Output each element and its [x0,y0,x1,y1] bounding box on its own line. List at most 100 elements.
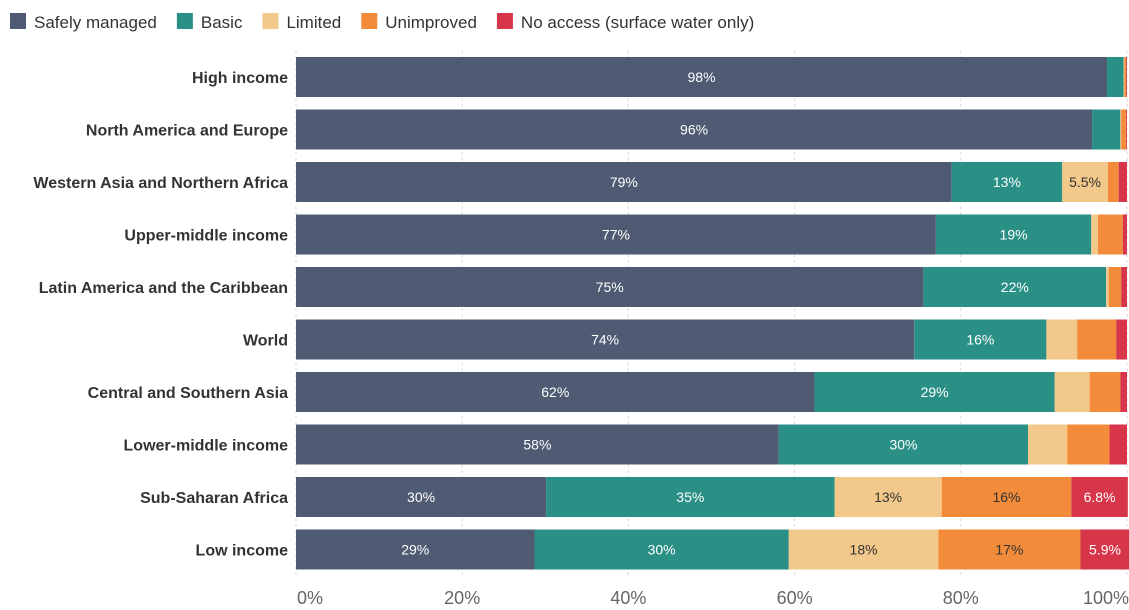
category-label: Sub-Saharan Africa [140,490,288,507]
x-tick-label: 40% [610,588,646,608]
data-label: 30% [407,489,435,505]
bar-segment-basic[interactable] [951,162,1063,202]
bar-segment-safely-managed[interactable] [296,477,547,517]
bar-segment-basic[interactable] [1092,109,1121,150]
bar-segment-limited[interactable] [1062,162,1108,202]
bar-segment-limited[interactable] [1123,57,1125,97]
data-label: 62% [541,384,569,400]
data-label: 35% [676,489,704,505]
category-label: High income [192,70,288,87]
x-tick-label: 0% [297,588,323,608]
legend-item-limited[interactable]: Limited [262,13,341,32]
bar-segment-limited[interactable] [834,477,942,517]
bar-segment-limited[interactable] [1120,109,1122,150]
bar-row-north-america-and-europe: 96% [296,109,1127,150]
bar-segment-no-access-surface-water-only[interactable] [1109,424,1127,465]
data-label: 16% [992,489,1020,505]
bar-segment-basic[interactable] [546,477,835,517]
bar-segment-no-access-surface-water-only[interactable] [1071,477,1128,517]
bar-segment-safely-managed[interactable] [296,214,936,255]
bar-segment-limited[interactable] [1091,214,1098,255]
bar-segment-limited[interactable] [1046,319,1078,360]
bar-segment-basic[interactable] [923,267,1107,307]
bar-segment-safely-managed[interactable] [296,109,1093,150]
category-label: Central and Southern Asia [88,385,288,402]
bar-segment-basic[interactable] [914,319,1047,360]
bar-segment-safely-managed[interactable] [296,319,915,360]
bar-segment-no-access-surface-water-only[interactable] [1121,267,1127,307]
category-label: North America and Europe [86,123,288,140]
bar-segment-limited[interactable] [1054,372,1090,412]
data-label: 30% [648,542,676,558]
legend-item-basic[interactable]: Basic [176,13,243,32]
bar-segment-no-access-surface-water-only[interactable] [1118,162,1127,202]
legend-swatch [10,13,26,29]
category-label: Lower-middle income [124,438,289,455]
bar-segment-unimproved[interactable] [1067,424,1110,465]
bar-segment-basic[interactable] [1107,57,1124,97]
bar-segment-no-access-surface-water-only[interactable] [1126,109,1127,150]
bar-row-sub-saharan-africa: 30% 35% 13% 16% 6.8% [296,477,1128,517]
data-label: 30% [889,437,917,453]
legend-item-no-access-surface-water-only[interactable]: No access (surface water only) [496,13,754,32]
bar-segment-safely-managed[interactable] [296,162,952,202]
category-label: Upper-middle income [124,228,288,245]
bar-segment-safely-managed[interactable] [296,267,924,307]
data-label: 6.8% [1084,489,1116,505]
bar-segment-safely-managed[interactable] [296,424,779,465]
bar-segment-limited[interactable] [1106,267,1109,307]
data-label: 29% [401,542,429,558]
bar-segment-no-access-surface-water-only[interactable] [1116,319,1127,360]
data-label: 17% [995,542,1023,558]
bar-segment-basic[interactable] [814,372,1055,412]
data-label: 16% [966,332,994,348]
bar-segment-basic[interactable] [778,424,1029,465]
bar-row-world: 74% 16% [296,319,1127,360]
bar-row-low-income: 29% 30% 18% 17% 5.9% [296,529,1129,570]
bar-row-central-and-southern-asia: 62% 29% [296,372,1127,412]
data-label: 98% [688,69,716,85]
bar-segment-safely-managed[interactable] [296,57,1108,97]
bar-segment-unimproved[interactable] [1089,372,1121,412]
bar-segment-unimproved[interactable] [941,477,1072,517]
x-tick-label: 60% [777,588,813,608]
bar-segment-unimproved[interactable] [1124,57,1127,97]
data-label: 22% [1001,279,1029,295]
bar-segment-no-access-surface-water-only[interactable] [1120,372,1127,412]
bar-segment-limited[interactable] [1028,424,1068,465]
bar-segment-unimproved[interactable] [1107,162,1119,202]
x-tick-label: 20% [444,588,480,608]
category-labels: High income North America and Europe Weste… [33,70,288,560]
legend-item-safely-managed[interactable]: Safely managed [10,13,157,32]
data-label: 13% [993,174,1021,190]
bar-segment-safely-managed[interactable] [296,529,535,570]
legend-label: No access (surface water only) [521,13,754,32]
bar-segment-no-access-surface-water-only[interactable] [1080,529,1129,570]
data-label: 75% [596,279,624,295]
bar-segment-limited[interactable] [788,529,939,570]
x-tick-label: 80% [943,588,979,608]
bar-segment-unimproved[interactable] [1121,109,1127,150]
legend-swatch [262,13,279,29]
category-label: Latin America and the Caribbean [39,280,288,297]
bar-row-latin-america-and-the-caribbean: 75% 22% [296,267,1127,307]
category-label: Western Asia and Northern Africa [33,175,288,192]
legend-swatch [496,13,513,29]
legend-label: Limited [286,13,341,32]
bar-row-upper-middle-income: 77% 19% [296,214,1127,255]
bar-segment-safely-managed[interactable] [296,372,815,412]
bar-row-western-asia-and-northern-africa: 79% 13% 5.5% [296,162,1127,202]
bar-segment-unimproved[interactable] [1077,319,1117,360]
bars: 98% 96% 79% 13% 5.5% 77% 19% 75% 22% 74% 16% 62% 29%… [296,57,1129,570]
bar-segment-no-access-surface-water-only[interactable] [1126,57,1127,97]
bar-segment-unimproved[interactable] [1108,267,1122,307]
bar-segment-basic[interactable] [534,529,789,570]
bar-segment-no-access-surface-water-only[interactable] [1122,214,1127,255]
bar-segment-unimproved[interactable] [938,529,1081,570]
bar-segment-basic[interactable] [935,214,1092,255]
data-label: 74% [591,332,619,348]
legend-item-unimproved[interactable]: Unimproved [361,13,477,32]
bar-segment-unimproved[interactable] [1097,214,1123,255]
